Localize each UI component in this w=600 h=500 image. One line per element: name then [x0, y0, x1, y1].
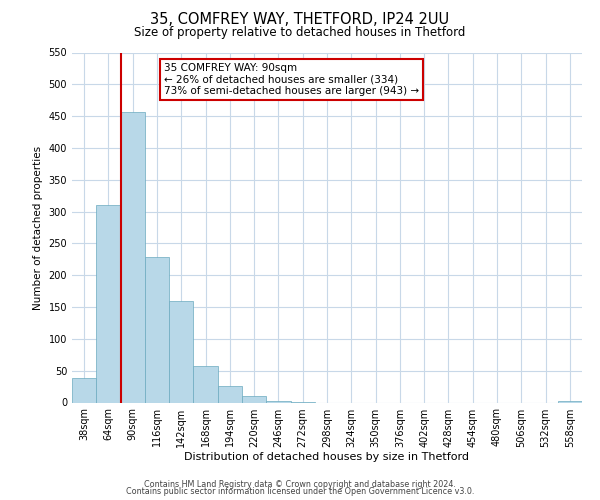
Bar	[145, 258, 169, 402]
Text: 35, COMFREY WAY, THETFORD, IP24 2UU: 35, COMFREY WAY, THETFORD, IP24 2UU	[151, 12, 449, 28]
Text: Size of property relative to detached houses in Thetford: Size of property relative to detached ho…	[134, 26, 466, 39]
Bar	[242, 396, 266, 402]
Bar	[169, 300, 193, 402]
Bar	[121, 112, 145, 403]
Bar	[193, 366, 218, 403]
Bar	[96, 204, 121, 402]
X-axis label: Distribution of detached houses by size in Thetford: Distribution of detached houses by size …	[185, 452, 470, 462]
Y-axis label: Number of detached properties: Number of detached properties	[33, 146, 43, 310]
Bar	[218, 386, 242, 402]
Text: Contains public sector information licensed under the Open Government Licence v3: Contains public sector information licen…	[126, 487, 474, 496]
Text: 35 COMFREY WAY: 90sqm
← 26% of detached houses are smaller (334)
73% of semi-det: 35 COMFREY WAY: 90sqm ← 26% of detached …	[164, 63, 419, 96]
Text: Contains HM Land Registry data © Crown copyright and database right 2024.: Contains HM Land Registry data © Crown c…	[144, 480, 456, 489]
Bar	[72, 378, 96, 402]
Bar	[266, 400, 290, 402]
Bar	[558, 401, 582, 402]
